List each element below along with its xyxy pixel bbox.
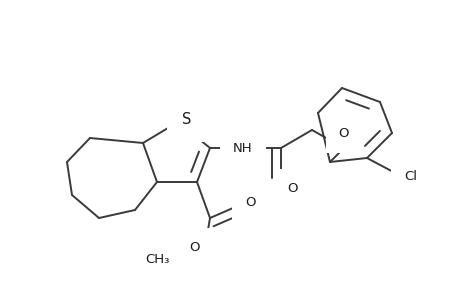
Text: O: O: [286, 182, 297, 195]
Text: Cl: Cl: [403, 170, 416, 184]
Text: CH₃: CH₃: [146, 254, 170, 266]
Text: O: O: [338, 127, 348, 140]
Text: NH: NH: [233, 142, 252, 154]
Text: O: O: [245, 196, 255, 209]
Text: O: O: [189, 242, 200, 254]
Text: S: S: [182, 112, 191, 128]
